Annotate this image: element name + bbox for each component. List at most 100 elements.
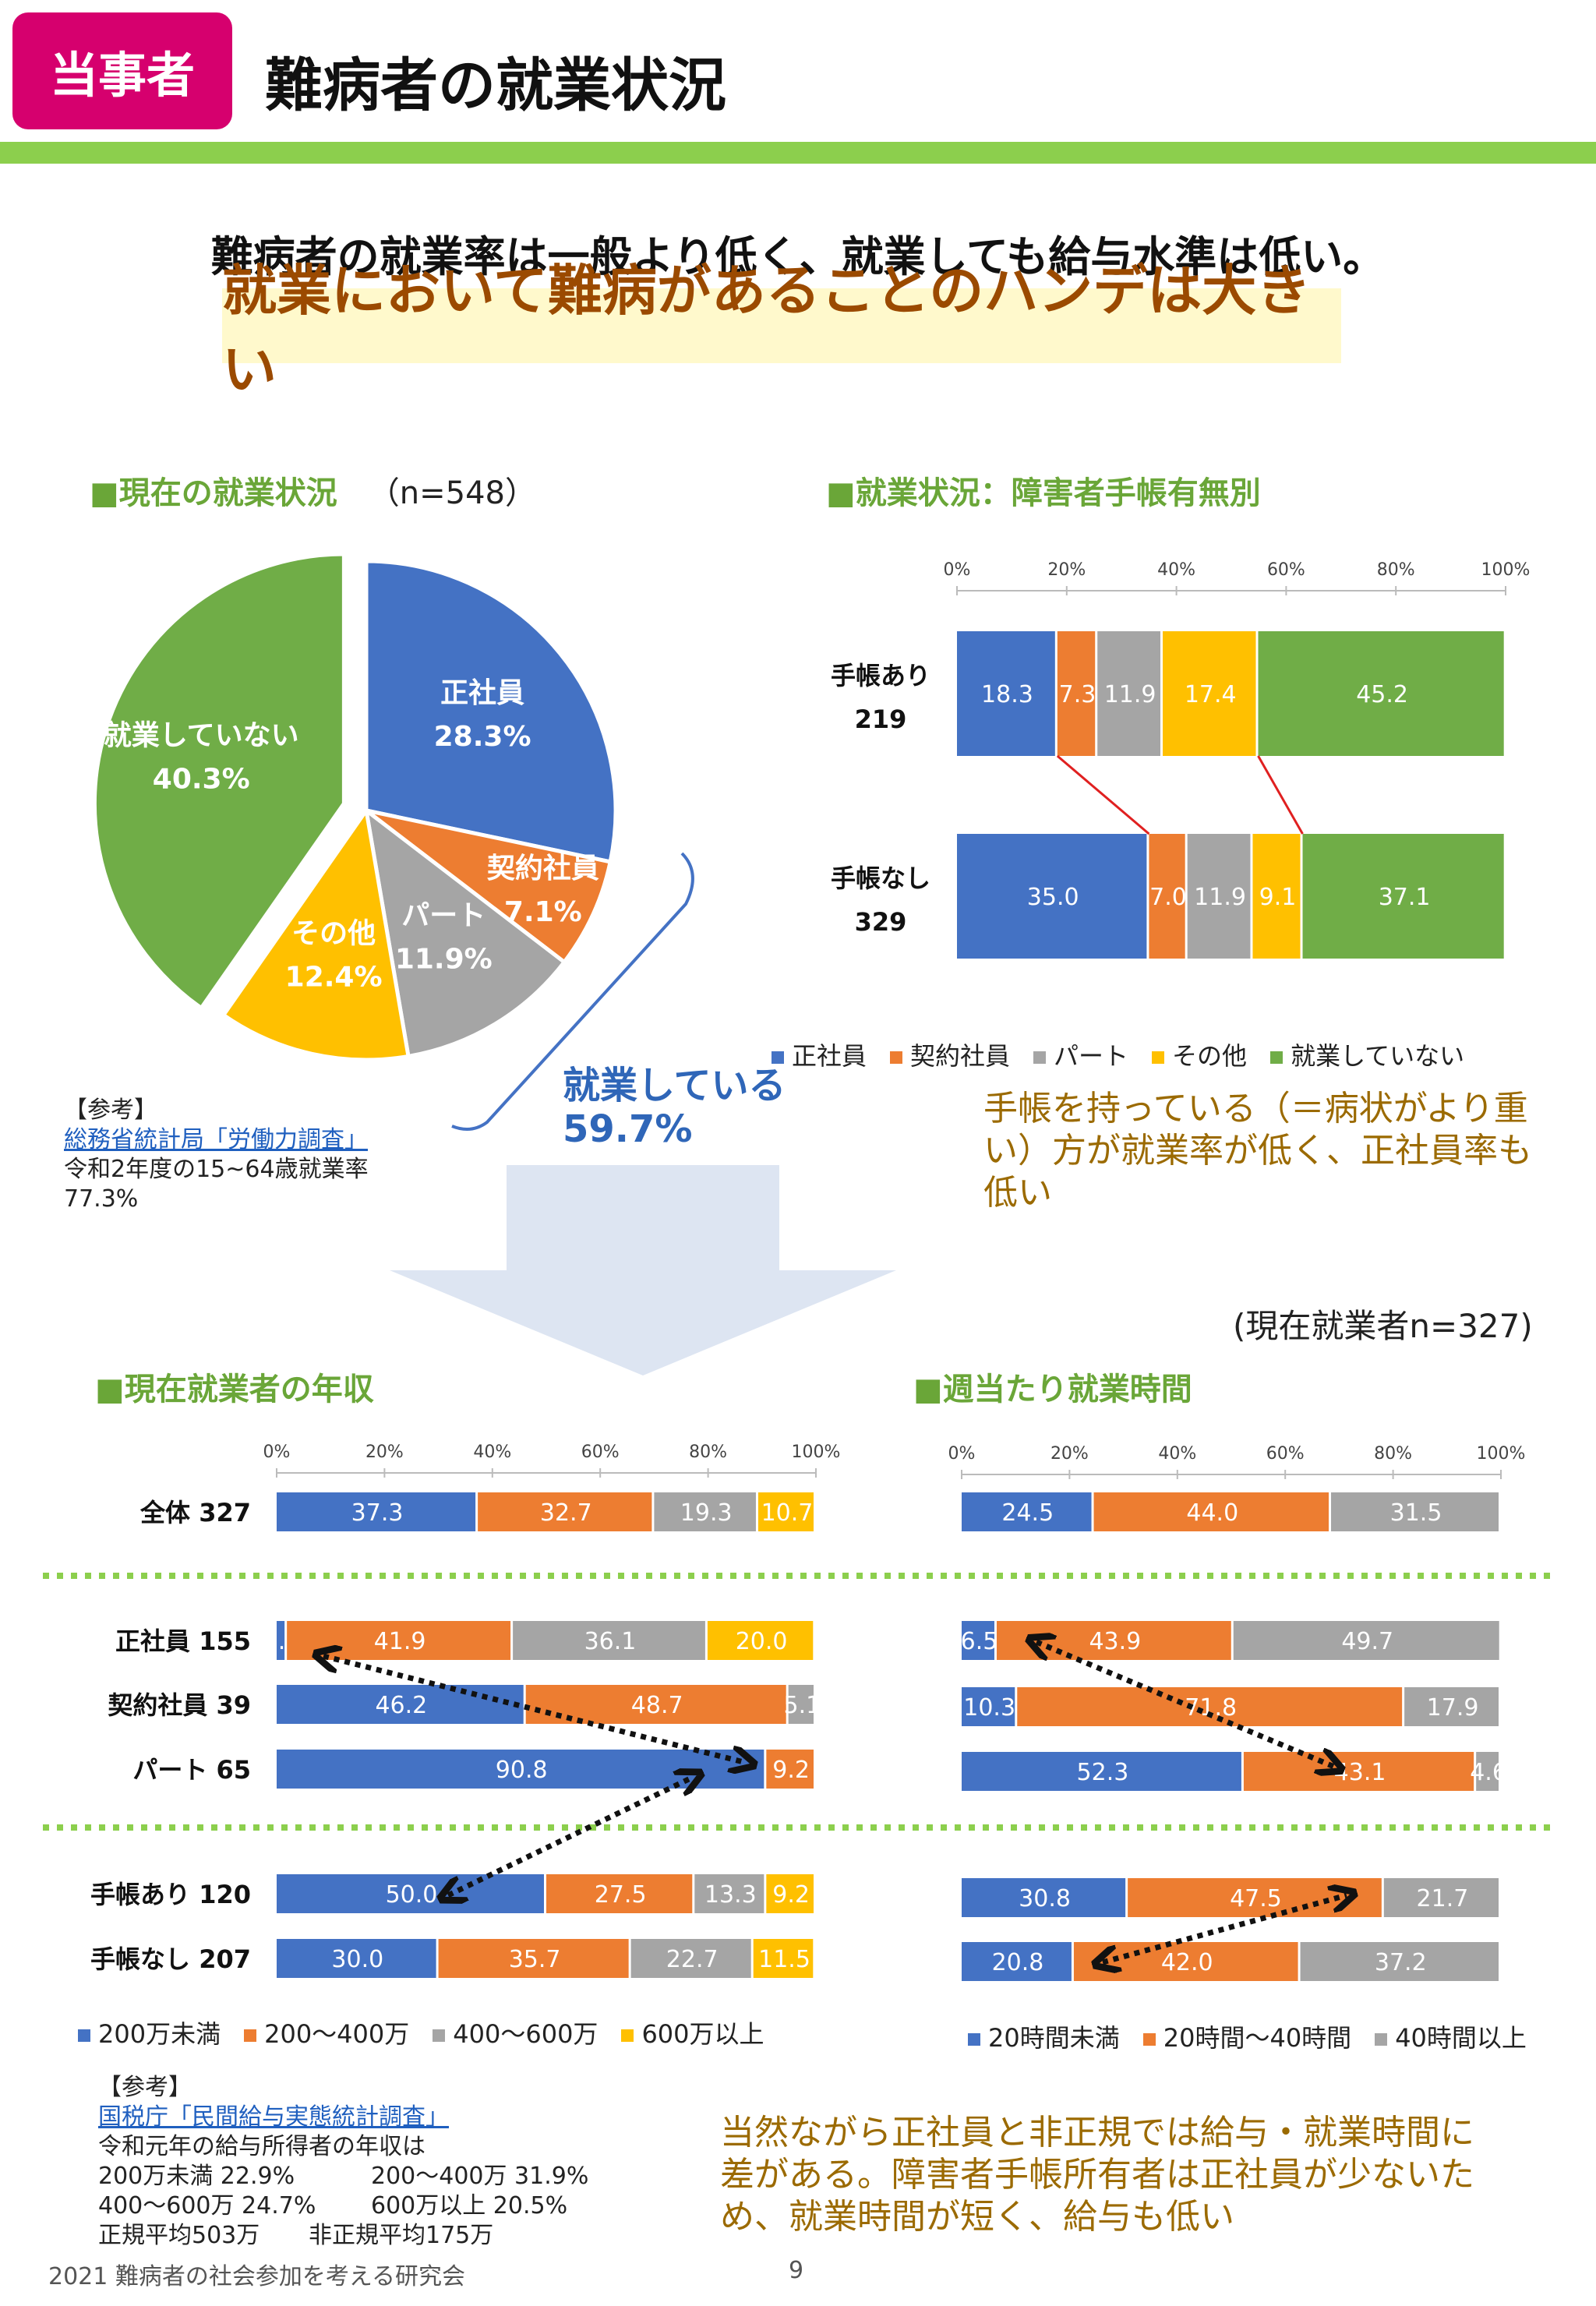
tick-label: 0% xyxy=(263,1443,291,1462)
tick-label: 20% xyxy=(1047,560,1086,580)
bar-segment xyxy=(1149,834,1185,959)
income-section-title: ■現在就業者の年収 xyxy=(95,1372,374,1407)
bar-value-label: 13.3 xyxy=(704,1881,757,1909)
techo-legend: 正社員 契約社員 パート その他 就業していない xyxy=(772,1036,1464,1072)
tick-label: 40% xyxy=(1157,560,1195,580)
pie-value-0: 28.3% xyxy=(434,721,531,753)
working-bracket xyxy=(451,852,694,1131)
bar-segment xyxy=(766,1750,814,1789)
legend-swatch xyxy=(890,1051,903,1064)
category-count: 329 xyxy=(855,907,907,937)
down-arrow xyxy=(390,1165,896,1375)
tick-label: 0% xyxy=(948,1444,976,1464)
legend-swatch xyxy=(621,2029,634,2042)
bar-segment xyxy=(277,1939,436,1978)
bar-value-label: 43.1 xyxy=(1334,1759,1386,1786)
bar-value-label: 19.3 xyxy=(680,1499,733,1527)
techo-chart: 0% 20% 40% 60% 80% 100% 18.3 7.3 11.9 17.4 45.2 手帳あ… xyxy=(831,560,1531,959)
bar-value-label: 11.9 xyxy=(1194,884,1246,911)
legend-swatch xyxy=(433,2029,446,2042)
bar-segment xyxy=(788,1685,814,1724)
bar-value-label: 44.0 xyxy=(1186,1499,1238,1527)
bar-value-label: 9.2 xyxy=(772,1757,810,1784)
legend-label: その他 xyxy=(1172,1041,1248,1071)
page-title: 難病者の就業状況 xyxy=(265,52,726,119)
bar-segment xyxy=(962,1621,994,1660)
bar-segment xyxy=(766,1874,814,1913)
bar-segment xyxy=(1057,631,1096,756)
header-divider xyxy=(0,142,1596,164)
bar-value-label: 31.5 xyxy=(1390,1499,1442,1527)
legend-item: 40時間以上 xyxy=(1375,2018,1527,2054)
bar-value-label: 18.3 xyxy=(981,681,1033,708)
bar-value-label: 49.7 xyxy=(1341,1628,1393,1655)
working-summary: 就業している 59.7% xyxy=(563,1064,786,1151)
lead-line-2: 就業において難病があることのハンデは大きい xyxy=(222,259,1341,401)
pie-slice-4 xyxy=(92,552,346,1011)
legend-item: 正社員 xyxy=(772,1036,867,1072)
bar-value-label: 35.0 xyxy=(1027,884,1079,911)
legend-swatch xyxy=(772,1051,784,1064)
bar-value-label: 36.1 xyxy=(584,1628,637,1655)
bar-value-label: 4.6 xyxy=(1470,1759,1507,1786)
bar-value-label: 10.7 xyxy=(761,1499,814,1527)
bar-value-label: 50.0 xyxy=(386,1881,438,1909)
pie-section-title: ■現在の就業状況 （n=548） xyxy=(90,475,537,511)
pie-value-4: 40.3% xyxy=(153,763,250,795)
legend-item: 20時間～40時間 xyxy=(1142,2018,1351,2054)
bar-segment xyxy=(630,1939,751,1978)
pie-slice-2 xyxy=(363,806,567,1059)
legend-swatch xyxy=(1152,1051,1165,1064)
lower-charts: 0% 20% 40% 60% 80% 100% 37.3 32.7 19.3 10.7 全体 327… xyxy=(43,1443,1555,1981)
tick-label: 40% xyxy=(473,1443,511,1462)
legend-label: 契約社員 xyxy=(910,1041,1011,1071)
bar-value-label: 9.1 xyxy=(1259,884,1297,911)
connector-line xyxy=(1257,755,1304,835)
category-label: 手帳あり xyxy=(831,661,930,690)
legend-label: 600万以上 xyxy=(641,2019,764,2049)
bar-value-label: 11.5 xyxy=(758,1946,810,1973)
reference-income: 【参考】 国税庁「民間給与実態統計調査」 令和元年の給与所得者の年収は 200万… xyxy=(98,2073,659,2251)
bar-value-label: 24.5 xyxy=(1001,1499,1054,1527)
bar-value-label: 5.1 xyxy=(783,1692,821,1719)
tick-label: 60% xyxy=(1266,1444,1305,1464)
bar-segment xyxy=(1252,834,1301,959)
category-tag: 当事者 xyxy=(12,12,232,129)
legend-item: 400～600万 xyxy=(433,2015,598,2050)
salary-survey-link[interactable]: 国税庁「民間給与実態統計調査」 xyxy=(98,2103,449,2131)
pie-slice-0 xyxy=(364,559,618,864)
tick-label: 20% xyxy=(365,1443,404,1462)
bar-value-label: 20.8 xyxy=(992,1949,1044,1976)
bar-value-label: 9.2 xyxy=(772,1881,810,1909)
worker-n: (現在就業者n=327) xyxy=(1233,1307,1533,1345)
bar-value-label: 7.0 xyxy=(1149,884,1187,911)
legend-swatch xyxy=(1142,2033,1156,2046)
hours-section-title: ■週当たり就業時間 xyxy=(913,1372,1192,1407)
legend-item: パート xyxy=(1033,1036,1128,1072)
bar-value-label: 46.2 xyxy=(375,1692,427,1719)
bar-segment xyxy=(753,1939,814,1978)
bar-value-label: 47.5 xyxy=(1230,1885,1282,1912)
legend-swatch xyxy=(244,2029,257,2042)
bar-segment xyxy=(962,1687,1015,1726)
tick-label: 60% xyxy=(581,1443,620,1462)
bar-segment xyxy=(277,1621,285,1660)
bar-value-label: 30.0 xyxy=(331,1946,383,1973)
tick-label: 20% xyxy=(1050,1444,1089,1464)
income-comment: 当然ながら正社員と非正規では給与・就業時間に 差がある。障害者手帳所有者は正社員が… xyxy=(720,2113,1474,2237)
bar-segment xyxy=(1383,1878,1499,1917)
legend-item: 200～400万 xyxy=(244,2015,409,2050)
bar-segment xyxy=(478,1492,652,1531)
income-legend: 200万未満 200～400万 400～600万 600万以上 xyxy=(78,2015,764,2050)
pie-label-3: その他 xyxy=(291,917,376,949)
bar-segment xyxy=(1163,631,1256,756)
labor-survey-link[interactable]: 総務省統計局「労働力調査」 xyxy=(64,1126,368,1153)
legend-item: 600万以上 xyxy=(621,2015,764,2050)
footer-org: 2021 難病者の社会参加を考える研究会 xyxy=(48,2263,465,2290)
pie-label-0: 正社員 xyxy=(440,677,524,709)
bar-value-label: 32.7 xyxy=(540,1499,592,1527)
bar-value-label: 30.8 xyxy=(1019,1885,1071,1912)
pie-label-4: 就業していない xyxy=(104,719,299,751)
bar-value-label: 11.9 xyxy=(1104,681,1156,708)
tick-label: 100% xyxy=(1481,560,1531,580)
